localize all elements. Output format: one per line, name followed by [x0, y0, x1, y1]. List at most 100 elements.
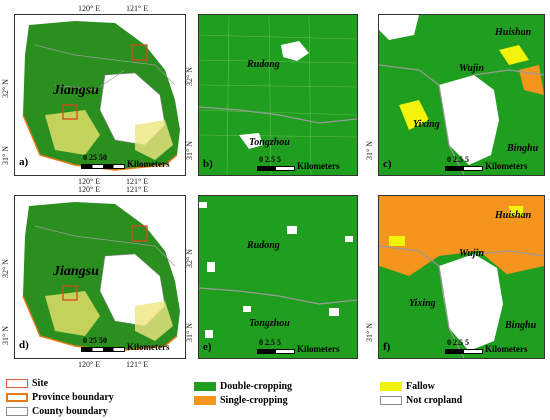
lat-tick-32-d: 32° N	[1, 259, 10, 278]
county-line-c2	[473, 69, 544, 76]
site-map-c-svg	[379, 15, 544, 175]
site-box-north-d	[131, 225, 148, 242]
scalebar-d-unit: Kilometers	[127, 342, 170, 352]
lon-tick-121-top-d: 121° E	[126, 185, 149, 194]
legend-double-label: Double-cropping	[220, 381, 293, 392]
urban-north	[379, 15, 419, 40]
white-pixel-e4	[207, 262, 215, 272]
lat-tick-31: 31° N	[1, 146, 10, 165]
yellow-area-d	[45, 291, 100, 336]
lat-tick-32-e: 32° N	[185, 249, 194, 268]
scalebar-a-numbers: 0 25 50	[83, 153, 107, 162]
scalebar-f-unit: Kilometers	[485, 344, 528, 354]
site-map-b-svg	[199, 15, 357, 175]
place-wujin-f: Wujin	[459, 248, 485, 259]
overview-map-a-svg	[22, 21, 180, 171]
yellow-f2	[509, 206, 523, 216]
legend-province-swatch	[6, 393, 28, 402]
rudong-town	[281, 41, 309, 61]
site-box-north	[131, 44, 148, 61]
place-huishan-f: Huishan	[495, 210, 532, 221]
panel-label-b: b)	[203, 158, 213, 170]
overview-map-d: Jiangsu d) 0 25 50 Kilometers	[14, 195, 186, 359]
lat-tick-31-d: 31° N	[1, 326, 10, 345]
urban-f	[439, 254, 503, 351]
white-pixel-e1	[199, 202, 207, 208]
green-f1	[379, 266, 419, 326]
overview-map-a: Jiangsu a) 0 25 50 Kilometers	[14, 14, 186, 176]
site-map-f-svg	[379, 196, 544, 358]
place-rudong-e: Rudong	[247, 240, 280, 251]
place-huishan-c: Huishan	[495, 27, 532, 38]
white-pixel-e5	[243, 306, 251, 312]
place-binghu-c: Binghu	[507, 143, 539, 154]
scalebar-f-numbers: 0 2.5 5	[447, 338, 469, 347]
scalebar-d-numbers: 0 25 50	[83, 336, 107, 345]
legend-fallow-label: Fallow	[406, 381, 435, 392]
panel-label-c: c)	[383, 158, 392, 170]
county-line-f	[379, 245, 465, 358]
lat-tick-32: 32° N	[1, 79, 10, 98]
overview-map-d-svg	[22, 202, 180, 352]
lon-tick-121-bottom-d: 121° E	[126, 360, 149, 369]
tongzhou-town	[239, 133, 263, 149]
lon-tick-120-top: 120° E	[78, 4, 101, 13]
legend-single-label: Single-cropping	[220, 395, 288, 406]
county-line-c	[379, 64, 465, 175]
place-rudong-b: Rudong	[247, 59, 280, 70]
lon-tick-120-top-d: 120° E	[78, 185, 101, 194]
white-pixel-e6	[205, 330, 213, 338]
scalebar-a-unit: Kilometers	[127, 159, 170, 169]
site-map-e: Rudong Tongzhou e) 0 2.5 5 Kilometers	[198, 195, 358, 359]
lat-tick-31-f: 31° N	[365, 323, 374, 342]
lon-tick-121-bottom: 121° E	[126, 177, 149, 186]
site-map-c: Huishan Wujin Yixing Binghu c) 0 2.5 5 K…	[378, 14, 545, 176]
white-pixel-e7	[329, 308, 339, 316]
scalebar-b: 0 2.5 5 Kilometers	[257, 155, 355, 174]
county-lines-2	[54, 69, 126, 91]
panel-label-e: e)	[203, 341, 212, 353]
legend-double-swatch	[194, 382, 216, 391]
scalebar-c-numbers: 0 2.5 5	[447, 155, 469, 164]
yellow-patch-c1	[399, 100, 429, 130]
county-line-f2	[473, 250, 544, 257]
legend-not-cropland-label: Not cropland	[406, 395, 463, 406]
yellow-f1	[389, 236, 405, 246]
scalebar-d: 0 25 50 Kilometers	[81, 336, 181, 355]
legend-not-cropland-swatch	[380, 396, 402, 405]
scalebar-c-unit: Kilometers	[485, 161, 528, 171]
orange-region-f	[379, 196, 544, 276]
panel-label-a: a)	[19, 156, 29, 168]
yellow-area-d2	[135, 301, 173, 341]
scalebar-e-numbers: 0 2.5 5	[259, 338, 281, 347]
legend-site: Site	[6, 378, 48, 389]
county-line-b	[199, 106, 357, 124]
legend-province-boundary: Province boundary	[6, 392, 114, 403]
lat-tick-31-c: 31° N	[365, 141, 374, 160]
legend-province-label: Province boundary	[32, 392, 114, 403]
legend-county-boundary: County boundary	[6, 406, 108, 417]
lat-tick-31-e: 31° N	[185, 323, 194, 342]
lon-tick-120-bottom-d: 120° E	[78, 360, 101, 369]
urban-wujin	[439, 75, 499, 165]
scalebar-e: 0 2.5 5 Kilometers	[257, 338, 355, 357]
scalebar-e-unit: Kilometers	[297, 344, 340, 354]
legend-site-swatch	[6, 379, 28, 388]
legend-single-cropping: Single-cropping	[194, 395, 288, 406]
white-pixel-e2	[287, 226, 297, 234]
lon-tick-121-top: 121° E	[126, 4, 149, 13]
place-yixing-c: Yixing	[413, 119, 440, 130]
place-binghu-f: Binghu	[505, 320, 537, 331]
place-wujin-c: Wujin	[459, 63, 485, 74]
legend-not-cropland: Not cropland	[380, 395, 462, 406]
lon-tick-120-bottom: 120° E	[78, 177, 101, 186]
scalebar-c: 0 2.5 5 Kilometers	[445, 155, 543, 174]
lat-tick-32-b: 32° N	[185, 67, 194, 86]
site-map-f: Huishan Wujin Yixing Binghu f) 0 2.5 5 K…	[378, 195, 545, 359]
region-label-jiangsu-d: Jiangsu	[53, 264, 99, 279]
legend-county-label: County boundary	[32, 406, 108, 417]
legend-site-label: Site	[32, 378, 49, 389]
site-box-south-d	[62, 285, 78, 301]
site-box-south	[62, 104, 78, 120]
legend-fallow-swatch	[380, 382, 402, 391]
